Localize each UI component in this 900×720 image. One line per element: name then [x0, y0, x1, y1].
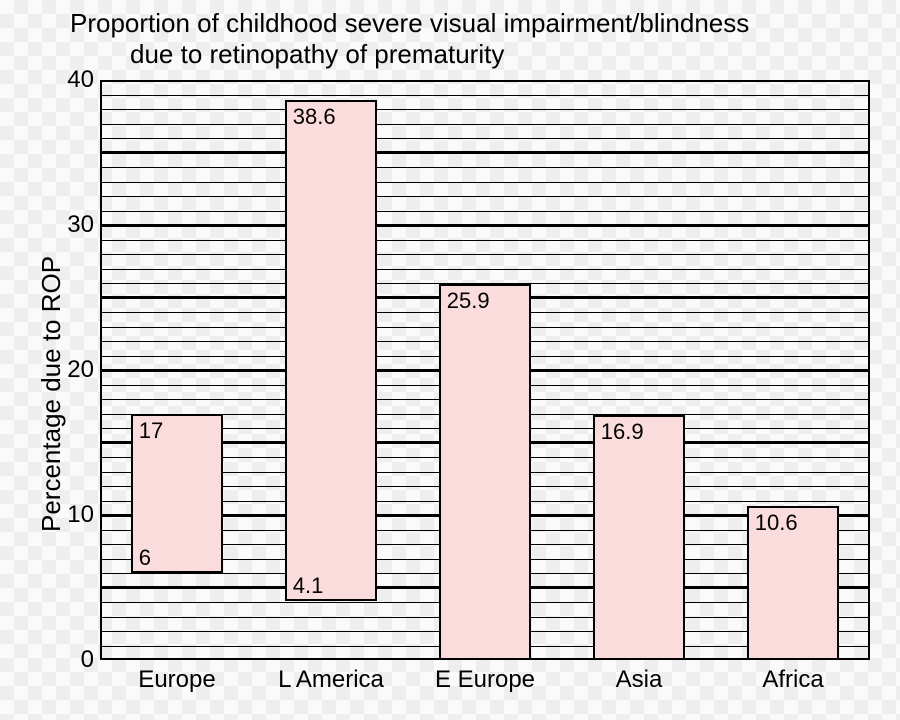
bar-bottom-value-label: 6	[139, 545, 151, 571]
bar-top-value-label: 38.6	[293, 104, 336, 130]
chart-title-line-1: Proportion of childhood severe visual im…	[70, 8, 880, 39]
bar-top-value-label: 16.9	[601, 419, 644, 445]
y-tick-label: 0	[81, 646, 94, 674]
y-tick-label: 20	[67, 356, 94, 384]
x-category-label: Asia	[616, 666, 663, 694]
bar-top-value-label: 25.9	[447, 288, 490, 314]
bar-bottom-value-label: 4.1	[293, 573, 324, 599]
chart-title-line-2: due to retinopathy of prematurity	[70, 39, 880, 70]
x-category-label: E Europe	[435, 666, 535, 694]
y-axis-tick-labels: 010203040	[0, 80, 100, 660]
y-tick-label: 40	[67, 66, 94, 94]
y-tick-label: 10	[67, 501, 94, 529]
chart-container: { "chart": { "type": "bar", "title_line1…	[0, 0, 900, 720]
bar-value-labels-layer: 17 6 38.6 4.1 25.9 16.9 10.6	[100, 80, 870, 660]
y-tick-label: 30	[67, 211, 94, 239]
plot-area: 17 6 38.6 4.1 25.9 16.9 10.6	[100, 80, 870, 660]
x-category-label: L America	[278, 666, 384, 694]
x-category-label: Europe	[138, 666, 215, 694]
chart-title: Proportion of childhood severe visual im…	[70, 8, 880, 70]
x-axis-category-labels: Europe L America E Europe Asia Africa	[100, 666, 870, 706]
bar-top-value-label: 17	[139, 418, 163, 444]
bar-top-value-label: 10.6	[755, 510, 798, 536]
x-category-label: Africa	[762, 666, 823, 694]
